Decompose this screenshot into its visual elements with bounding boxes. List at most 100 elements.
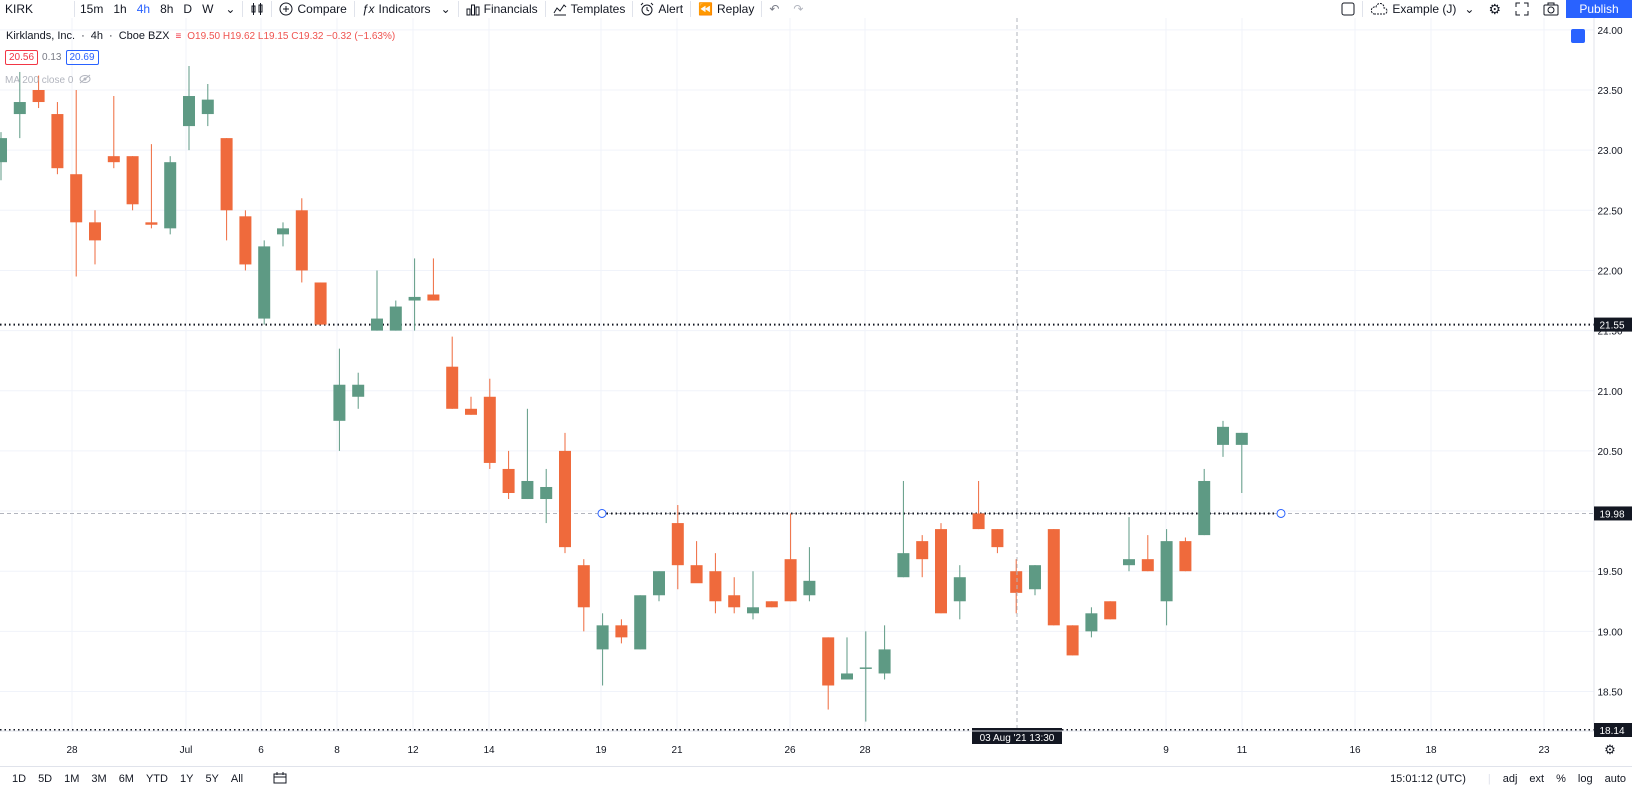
financials-button[interactable]: Financials: [459, 0, 545, 18]
time-tick-label: 18: [1425, 745, 1437, 756]
candle: [747, 571, 759, 620]
candle: [1235, 432, 1248, 494]
candle: [1029, 565, 1041, 596]
price-chart[interactable]: 03 Aug '21 13:30 24.00 23.50 23.00 22.50 22.…: [0, 18, 1632, 766]
toolbar-divider: [242, 1, 244, 17]
range-5y[interactable]: 5Y: [205, 773, 219, 785]
crosshair-date-tag: [972, 728, 1062, 744]
compare-label: Compare: [297, 2, 347, 16]
ma-label[interactable]: MA 200 close 0: [5, 75, 74, 86]
clock[interactable]: 15:01:12 (UTC): [1390, 773, 1466, 785]
chart-area[interactable]: 03 Aug '21 13:30 24.00 23.50 23.00 22.50 22.…: [0, 18, 1632, 766]
range-6m[interactable]: 6M: [118, 773, 134, 785]
redo-button[interactable]: ↷: [786, 0, 810, 18]
range-1m[interactable]: 1M: [64, 773, 80, 785]
templates-button[interactable]: Templates: [546, 0, 633, 18]
candle: [201, 83, 214, 127]
timeframe-label: 15m: [80, 2, 104, 16]
templates-label: Templates: [570, 2, 626, 16]
chart-type-button[interactable]: [243, 0, 271, 18]
time-axis[interactable]: 28 Jul 6 8 12 14 19 21 26 28 9 11 16 18 23 ⚙: [0, 730, 1616, 757]
auto-toggle[interactable]: auto: [1604, 773, 1626, 785]
undo-button[interactable]: ↶: [762, 0, 786, 18]
time-tick-label: 9: [1163, 745, 1169, 756]
range-3m[interactable]: 3M: [91, 773, 107, 785]
percent-toggle[interactable]: %: [1556, 773, 1566, 785]
range-5d[interactable]: 5D: [38, 773, 53, 785]
candle: [1104, 601, 1117, 620]
publish-button[interactable]: Publish: [1566, 0, 1632, 18]
alert-label: Alert: [658, 2, 684, 16]
timeframe-4h[interactable]: 4h: [132, 0, 155, 18]
timeframe-1h[interactable]: 1h: [108, 0, 131, 18]
candle-body: [1160, 541, 1173, 602]
drawing-handle[interactable]: [1276, 508, 1286, 518]
candle-body: [897, 553, 910, 578]
fullscreen-button[interactable]: [1508, 0, 1536, 18]
price-tick-label: 21.00: [1597, 387, 1622, 398]
candle: [408, 258, 421, 331]
range-all[interactable]: All: [230, 773, 244, 785]
candle: [1217, 420, 1229, 457]
candle-body: [728, 595, 741, 608]
date-range-button[interactable]: [267, 771, 293, 787]
candle-body: [126, 156, 139, 205]
snapshot-button[interactable]: [1536, 0, 1566, 18]
indicators-button[interactable]: ƒx Indicators ⌄: [355, 0, 458, 18]
camera-icon: [1543, 2, 1559, 16]
layout-name-button[interactable]: Example (J) ⌄: [1363, 0, 1481, 18]
timeframe-dropdown[interactable]: ⌄: [218, 0, 242, 18]
candle-body: [1123, 559, 1135, 566]
settings-button[interactable]: ⚙: [1481, 0, 1508, 18]
alert-button[interactable]: Alert: [633, 0, 690, 18]
timeframe-8h[interactable]: 8h: [155, 0, 178, 18]
layout-select-button[interactable]: [1334, 0, 1362, 18]
legend-interval: 4h: [90, 30, 104, 42]
chart-settings-icon[interactable]: ⚙: [1604, 742, 1616, 757]
sell-button[interactable]: 20.56: [5, 50, 39, 65]
plus-circle-icon: [279, 2, 293, 16]
candle-body: [51, 114, 64, 169]
candles: [0, 65, 1248, 722]
chevron-down-icon: ⌄: [1464, 2, 1475, 16]
log-toggle[interactable]: log: [1577, 773, 1593, 785]
candle: [389, 300, 402, 331]
candle-body: [540, 486, 553, 500]
scale-lock-icon[interactable]: [1571, 29, 1585, 43]
timeframe-15m[interactable]: 15m: [75, 0, 108, 18]
timeframe-d[interactable]: D: [178, 0, 197, 18]
function-icon: ƒx: [361, 2, 375, 16]
price-tick-label: 24.00: [1597, 26, 1622, 37]
eye-off-icon[interactable]: [79, 74, 91, 87]
timeframe-w[interactable]: W: [197, 0, 218, 18]
candle-body: [972, 513, 985, 530]
buy-button[interactable]: 20.69: [65, 50, 99, 65]
candle: [1010, 559, 1023, 614]
candle-body: [709, 571, 722, 602]
instrument-title[interactable]: Kirklands, Inc.: [6, 30, 76, 42]
fullscreen-icon: [1515, 2, 1529, 16]
symbol-search[interactable]: KIRK: [0, 0, 74, 18]
candle: [220, 138, 233, 241]
candle: [897, 480, 910, 578]
drawing-handle[interactable]: [597, 508, 607, 518]
replay-button[interactable]: ⏪ Replay: [691, 0, 761, 18]
range-1y[interactable]: 1Y: [179, 773, 194, 785]
range-1d[interactable]: 1D: [12, 773, 27, 785]
chart-grid: [0, 18, 1594, 730]
range-ytd[interactable]: YTD: [145, 773, 168, 785]
time-tick-label: 14: [483, 745, 495, 756]
candle: [352, 372, 365, 409]
candle: [145, 144, 158, 229]
candle-body: [953, 577, 966, 602]
price-axis[interactable]: 24.00 23.50 23.00 22.50 22.00 21.50 21.00 20.50…: [1571, 18, 1632, 737]
time-tick-label: 16: [1349, 745, 1361, 756]
candle-body: [0, 138, 7, 163]
candle: [728, 577, 741, 614]
adj-toggle[interactable]: adj: [1502, 773, 1518, 785]
ext-toggle[interactable]: ext: [1529, 773, 1545, 785]
flag-icon[interactable]: ≡: [175, 30, 182, 42]
redo-icon: ↷: [793, 2, 804, 16]
compare-button[interactable]: Compare: [272, 0, 353, 18]
candle: [596, 613, 609, 686]
